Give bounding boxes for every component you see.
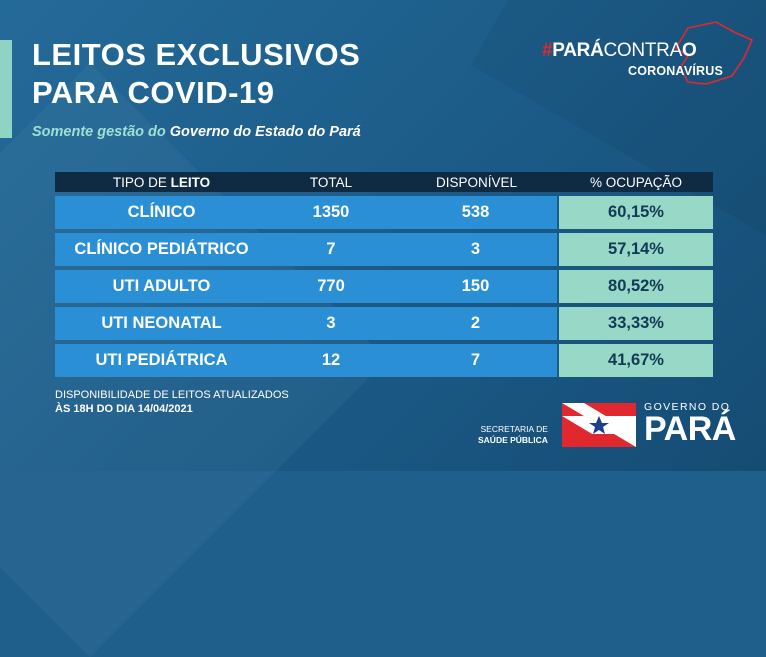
title-line-1: LEITOS EXCLUSIVOS (32, 37, 361, 72)
cell-available: 7 (394, 344, 559, 377)
cell-total: 770 (268, 270, 394, 303)
cell-available: 3 (394, 233, 559, 266)
gov-line-2: PARÁ (644, 410, 736, 448)
subtitle-strong: Governo do Estado do Pará (169, 124, 361, 140)
subtitle-prefix: Somente gestão do (32, 124, 166, 140)
campaign-word-contra: CONTRA (603, 40, 683, 61)
cell-available: 2 (394, 307, 559, 340)
cell-total: 12 (268, 344, 394, 377)
cell-type: CLÍNICO (55, 196, 268, 229)
campaign-word-o: O (681, 40, 697, 61)
cell-available: 150 (394, 270, 559, 303)
para-flag-icon (562, 403, 636, 447)
cell-available: 538 (394, 196, 559, 229)
cell-total: 7 (268, 233, 394, 266)
subtitle: Somente gestão do Governo do Estado do P… (32, 124, 361, 140)
accent-bar (0, 40, 12, 138)
campaign-hashtag: #PARÁCONTRAO (542, 40, 697, 62)
cell-total: 3 (268, 307, 394, 340)
hashtag-symbol: # (542, 40, 553, 61)
header-total: TOTAL (309, 174, 353, 190)
government-logo: GOVERNO DO PARÁ (644, 401, 736, 448)
beds-table: TIPO DE LEITO TOTAL DISPONÍVEL % OCUPAÇÃ… (55, 172, 713, 377)
campaign-subtitle: CORONAVÍRUS (628, 64, 724, 78)
cell-occupancy: 41,67% (559, 344, 713, 377)
table-row: CLÍNICO 1350 538 60,15% (55, 196, 713, 229)
cell-type: CLÍNICO PEDIÁTRICO (55, 233, 268, 266)
para-map-outline-icon (674, 21, 754, 85)
header-occupancy: % OCUPAÇÃO (589, 174, 682, 190)
header-type-prefix: TIPO DE (112, 174, 167, 190)
secretaria-label: SECRETARIA DE SAÚDE PÚBLICA (478, 424, 548, 446)
title-line-2: PARA COVID-19 (32, 75, 275, 110)
header-type-strong: LEITO (170, 174, 211, 190)
cell-occupancy: 80,52% (559, 270, 713, 303)
secretaria-line-2: SAÚDE PÚBLICA (478, 435, 548, 445)
campaign-logo: #PARÁCONTRAO CORONAVÍRUS (538, 18, 758, 90)
header-type: TIPO DE LEITO (55, 175, 268, 190)
page-title: LEITOS EXCLUSIVOS PARA COVID-19 (32, 36, 360, 112)
table-row: UTI ADULTO 770 150 80,52% (55, 270, 713, 303)
table-row: UTI NEONATAL 3 2 33,33% (55, 307, 713, 340)
cell-type: UTI NEONATAL (55, 307, 268, 340)
cell-type: UTI PEDIÁTRICA (55, 344, 268, 377)
update-note: DISPONIBILIDADE DE LEITOS ATUALIZADOS ÀS… (55, 388, 289, 416)
cell-occupancy: 60,15% (559, 196, 713, 229)
table-row: CLÍNICO PEDIÁTRICO 7 3 57,14% (55, 233, 713, 266)
update-note-line-2: ÀS 18H DO DIA 14/04/2021 (55, 403, 193, 415)
cell-occupancy: 33,33% (559, 307, 713, 340)
gov-line-1: GOVERNO DO (644, 401, 731, 413)
campaign-word-para: PARÁ (552, 40, 604, 61)
table-row: UTI PEDIÁTRICA 12 7 41,67% (55, 344, 713, 377)
table-header: TIPO DE LEITO TOTAL DISPONÍVEL % OCUPAÇÃ… (55, 172, 713, 192)
update-note-line-1: DISPONIBILIDADE DE LEITOS ATUALIZADOS (55, 389, 289, 401)
header-available: DISPONÍVEL (435, 174, 518, 190)
cell-occupancy: 57,14% (559, 233, 713, 266)
cell-type: UTI ADULTO (55, 270, 268, 303)
cell-total: 1350 (268, 196, 394, 229)
secretaria-line-1: SECRETARIA DE (480, 424, 548, 434)
